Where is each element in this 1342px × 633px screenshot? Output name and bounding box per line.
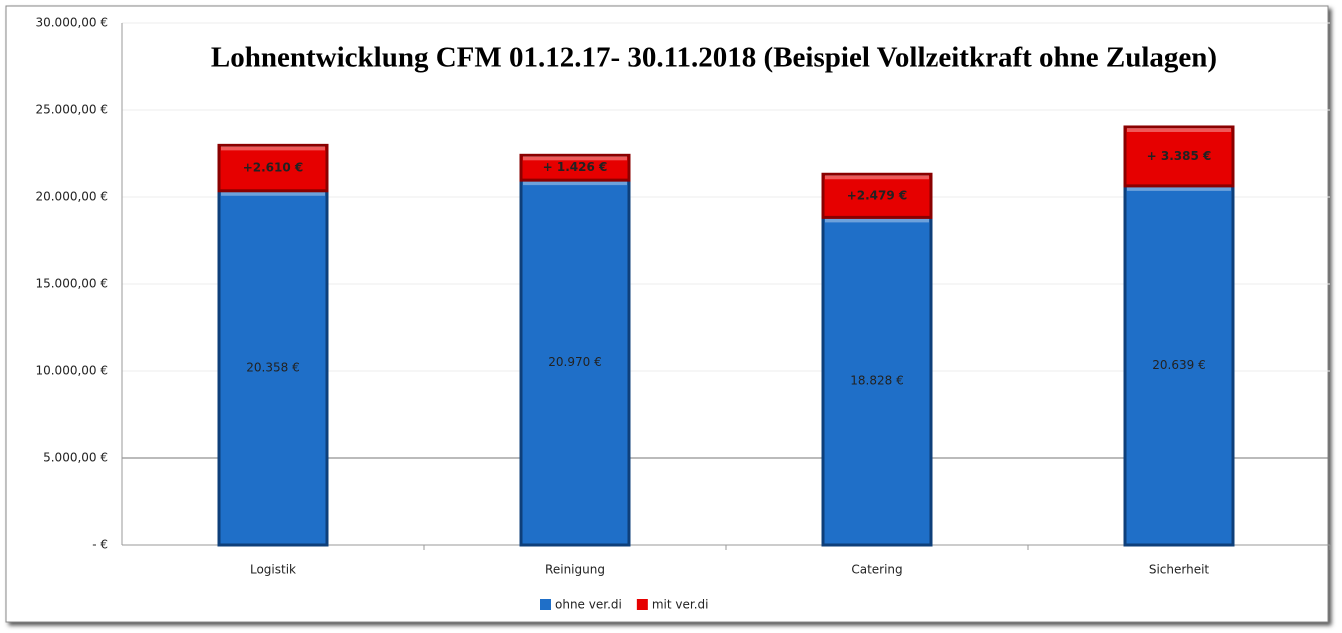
bar-highlight bbox=[221, 192, 325, 196]
legend-swatch bbox=[637, 599, 648, 610]
y-tick-label: 25.000,00 € bbox=[35, 103, 108, 117]
legend-swatch bbox=[540, 599, 551, 610]
bar-highlight bbox=[523, 181, 627, 185]
data-label: +2.610 € bbox=[243, 161, 304, 175]
y-tick-label: 5.000,00 € bbox=[43, 451, 108, 465]
y-tick-label: 10.000,00 € bbox=[35, 364, 108, 378]
bar-highlight bbox=[825, 175, 929, 179]
x-tick-label: Logistik bbox=[250, 563, 296, 577]
legend-label: ohne ver.di bbox=[555, 598, 622, 612]
chart-title: Lohnentwicklung CFM 01.12.17- 30.11.2018… bbox=[211, 42, 1217, 74]
data-label: 18.828 € bbox=[850, 374, 903, 388]
data-label: 20.639 € bbox=[1152, 358, 1205, 372]
data-label: + 1.426 € bbox=[543, 160, 608, 174]
x-tick-label: Catering bbox=[851, 563, 902, 577]
x-tick-label: Reinigung bbox=[545, 563, 605, 577]
y-tick-label: 20.000,00 € bbox=[35, 190, 108, 204]
y-tick-label: 15.000,00 € bbox=[35, 277, 108, 291]
data-label: 20.358 € bbox=[246, 360, 299, 374]
bar-highlight bbox=[825, 218, 929, 222]
data-label: 20.970 € bbox=[548, 355, 601, 369]
data-label: + 3.385 € bbox=[1147, 149, 1212, 163]
x-tick-label: Sicherheit bbox=[1149, 563, 1210, 577]
y-tick-label: 30.000,00 € bbox=[35, 16, 108, 30]
data-label: +2.479 € bbox=[847, 188, 908, 202]
bar-highlight bbox=[221, 146, 325, 150]
legend-label: mit ver.di bbox=[652, 598, 709, 612]
bar-highlight bbox=[1127, 128, 1231, 132]
y-tick-label: - € bbox=[92, 538, 108, 552]
chart: Lohnentwicklung CFM 01.12.17- 30.11.2018… bbox=[0, 0, 1342, 633]
bar-highlight bbox=[1127, 187, 1231, 191]
